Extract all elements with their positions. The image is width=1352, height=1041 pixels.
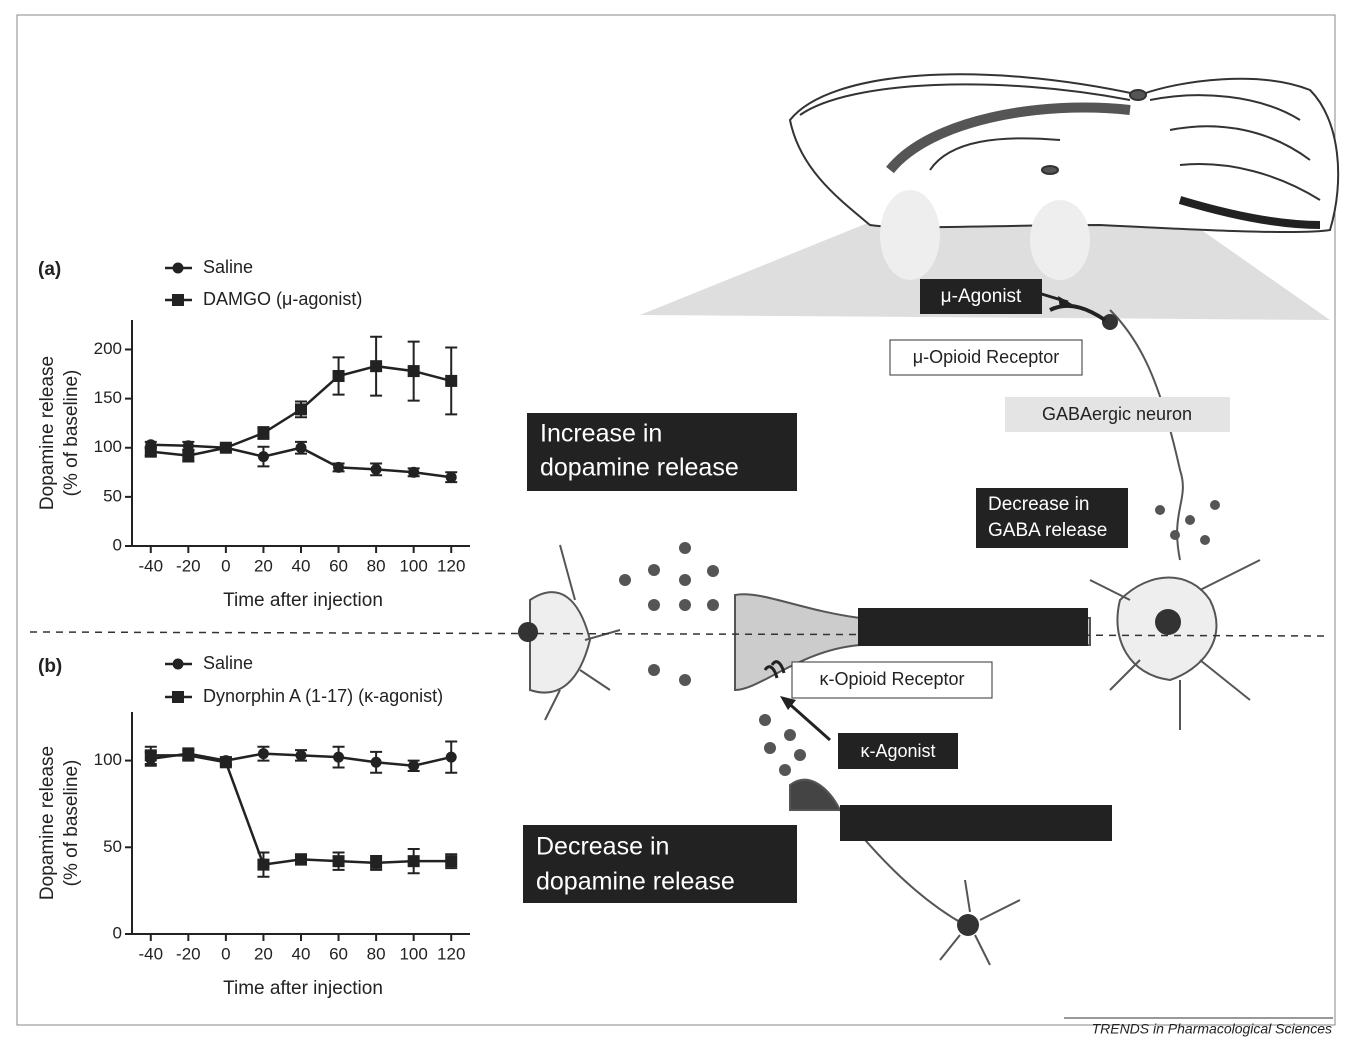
x-tick-label: -40 — [138, 944, 163, 963]
diagram-label: GABA release — [988, 520, 1107, 541]
diagram-label: Decrease in — [536, 833, 669, 861]
x-tick-label: -20 — [176, 944, 201, 963]
y-tick-label: 200 — [94, 339, 122, 358]
legend-marker — [172, 691, 184, 703]
x-tick-label: 60 — [329, 944, 348, 963]
label-box — [858, 608, 1088, 646]
x-tick-label: 60 — [329, 556, 348, 575]
y-tick-label: 0 — [113, 923, 122, 942]
marker — [145, 749, 157, 761]
footer: TRENDS in Pharmacological Sciences — [1092, 1021, 1332, 1037]
series-line — [151, 755, 451, 864]
legend-label: Saline — [203, 257, 253, 277]
marker — [445, 375, 457, 387]
y-axis-label: (% of baseline) — [61, 760, 82, 887]
x-tick-label: 20 — [254, 944, 273, 963]
marker — [145, 446, 157, 458]
diagram-label: dopamine release — [540, 454, 739, 482]
page: {"chart_data": [ {"type": "line", "panel… — [0, 0, 1352, 1041]
marker — [257, 427, 269, 439]
x-tick-label: 100 — [399, 944, 427, 963]
marker — [182, 749, 194, 761]
diagram-label: κ-Opioid Receptor — [819, 669, 964, 689]
marker — [220, 756, 232, 768]
marker — [371, 757, 382, 768]
x-tick-label: -40 — [138, 556, 163, 575]
diagram-label: Increase in — [540, 420, 662, 448]
marker — [370, 857, 382, 869]
marker — [408, 365, 420, 377]
marker — [333, 855, 345, 867]
marker — [220, 442, 232, 454]
x-tick-label: 40 — [292, 556, 311, 575]
marker — [257, 859, 269, 871]
marker — [295, 403, 307, 415]
marker — [258, 748, 269, 759]
y-tick-label: 150 — [94, 388, 122, 407]
marker — [296, 442, 307, 453]
y-tick-label: 50 — [103, 486, 122, 505]
legend-marker — [173, 659, 184, 670]
marker — [333, 752, 344, 763]
diagram-label: μ-Agonist — [941, 286, 1022, 307]
diagram-label: κ-Agonist — [860, 741, 935, 761]
y-tick-label: 100 — [94, 750, 122, 769]
marker — [408, 467, 419, 478]
marker — [295, 853, 307, 865]
diagram-label: dopamine release — [536, 868, 735, 896]
marker — [371, 464, 382, 475]
marker — [258, 451, 269, 462]
x-tick-label: 0 — [221, 556, 230, 575]
marker — [408, 760, 419, 771]
x-tick-label: 20 — [254, 556, 273, 575]
y-tick-label: 50 — [103, 837, 122, 856]
x-tick-label: 80 — [367, 944, 386, 963]
x-tick-label: 100 — [399, 556, 427, 575]
legend-marker — [172, 294, 184, 306]
marker — [446, 752, 457, 763]
x-tick-label: 40 — [292, 944, 311, 963]
marker — [445, 855, 457, 867]
x-axis-label: Time after injection — [223, 978, 383, 999]
label-box — [840, 805, 1112, 841]
marker — [182, 450, 194, 462]
diagram-label: Decrease in — [988, 494, 1089, 515]
x-tick-label: 120 — [437, 556, 465, 575]
panel-label: (b) — [38, 656, 62, 677]
legend-marker — [173, 263, 184, 274]
diagram-label: μ-Opioid Receptor — [913, 347, 1059, 367]
y-axis-label: Dopamine release — [37, 746, 58, 900]
y-tick-label: 0 — [113, 535, 122, 554]
y-axis-label: (% of baseline) — [61, 370, 82, 497]
marker — [370, 360, 382, 372]
marker — [408, 855, 420, 867]
y-axis-label: Dopamine release — [37, 356, 58, 510]
marker — [296, 750, 307, 761]
marker — [333, 370, 345, 382]
legend-label: Dynorphin A (1-17) (κ-agonist) — [203, 686, 443, 706]
x-tick-label: 120 — [437, 944, 465, 963]
legend-label: DAMGO (μ-agonist) — [203, 289, 362, 309]
marker — [333, 462, 344, 473]
marker — [446, 472, 457, 483]
x-axis-label: Time after injection — [223, 590, 383, 611]
x-tick-label: 0 — [221, 944, 230, 963]
y-tick-label: 100 — [94, 437, 122, 456]
x-tick-label: -20 — [176, 556, 201, 575]
diagram-label: GABAergic neuron — [1042, 404, 1192, 424]
figure: μ-Agonist μ-Opioid Receptor GABAergic ne… — [0, 0, 1352, 1041]
legend-label: Saline — [203, 653, 253, 673]
panel-label: (a) — [38, 259, 61, 280]
x-tick-label: 80 — [367, 556, 386, 575]
